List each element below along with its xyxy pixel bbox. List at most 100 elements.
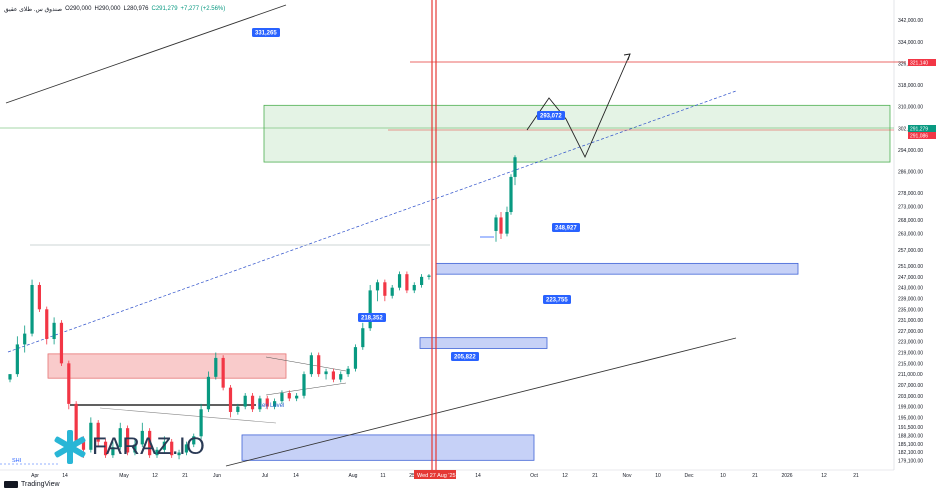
candle-body xyxy=(52,322,56,340)
ohlc-low: L280,976 xyxy=(123,6,149,12)
candle-body xyxy=(206,376,211,410)
candle-body xyxy=(199,409,203,437)
y-tick-label: 179,100.00 xyxy=(898,458,923,464)
candle xyxy=(206,371,211,412)
y-tick-label: 310,000.00 xyxy=(898,105,923,111)
candle-body xyxy=(148,430,152,456)
y-tick-label: 215,000.00 xyxy=(898,361,923,367)
current-price-badge xyxy=(908,125,936,132)
candle-body xyxy=(390,287,394,296)
candle-body xyxy=(111,447,115,456)
x-tick-label: 21 xyxy=(752,473,758,479)
lower-channel-line xyxy=(225,337,737,467)
target-price-badge-label: 321,140 xyxy=(910,61,928,67)
y-tick-label: 219,000.00 xyxy=(898,351,923,357)
price-annotation[interactable]: 293,072 xyxy=(537,111,565,120)
brand-name: FARAZ.IO xyxy=(92,433,206,460)
target-zone xyxy=(263,104,891,163)
x-tick-label: 12 xyxy=(821,473,827,479)
y-tick-label: 342,000.00 xyxy=(898,18,923,24)
candle-body xyxy=(346,368,350,375)
y-tick-label: 243,000.00 xyxy=(898,286,923,292)
candle xyxy=(111,441,115,458)
faraz-logo-icon xyxy=(54,430,86,464)
annotation-labels-layer: 331,265 293,072 248,927 223,755 218,352 205,8… xyxy=(252,28,580,361)
y-tick-label: 251,000.00 xyxy=(898,264,923,270)
candle xyxy=(177,449,181,460)
price-annotation[interactable]: 331,265 xyxy=(252,28,280,37)
price-annotation[interactable]: 248,927 xyxy=(552,223,580,232)
candle xyxy=(265,395,269,410)
candle-body xyxy=(494,217,498,231)
time-axis: Apr 14 May 12 21 Jun Jul 14 Aug 11 25 14 Oct 12 21 Nov 1… xyxy=(31,473,859,479)
tradingview-footer[interactable]: TradingView xyxy=(4,481,60,488)
price-annotation[interactable]: 218,352 xyxy=(358,313,386,322)
projection-arrowhead xyxy=(623,53,631,61)
annotation-badge xyxy=(252,28,280,37)
y-tick-label: 191,500.00 xyxy=(898,425,923,431)
candle xyxy=(221,355,225,391)
candle-body xyxy=(103,441,108,456)
candle-body xyxy=(67,363,71,404)
candle xyxy=(494,214,498,242)
candle xyxy=(59,320,64,367)
y-tick-label: 185,100.00 xyxy=(898,442,923,448)
candle xyxy=(30,279,34,337)
candle xyxy=(273,398,277,410)
price-annotation[interactable]: 223,755 xyxy=(543,295,571,304)
candle-body xyxy=(74,403,78,442)
candle-body xyxy=(243,395,247,407)
candle-body xyxy=(280,393,284,402)
annotation-label: 331,265 xyxy=(255,31,277,37)
y-tick-label: 286,000.00 xyxy=(898,170,923,176)
x-tick-label: Dec xyxy=(685,473,694,479)
candle xyxy=(37,282,41,312)
candle xyxy=(89,417,93,453)
demand-zone-2 xyxy=(419,337,548,349)
x-tick-label: 10 xyxy=(655,473,661,479)
demand-zone-3 xyxy=(241,434,535,461)
candle xyxy=(339,371,343,383)
ohlc-change: +7,277 (+2.56%) xyxy=(180,6,226,12)
symbol-name[interactable]: صندوق س. طلای عقیق xyxy=(4,6,63,13)
candle-body xyxy=(214,357,218,377)
candle-body xyxy=(221,357,225,388)
candle xyxy=(250,393,255,412)
candle xyxy=(317,352,321,377)
candle xyxy=(295,393,299,402)
candle xyxy=(505,206,509,237)
candle xyxy=(45,306,49,345)
price-annotation[interactable]: 205,822 xyxy=(451,352,479,361)
candle-body xyxy=(412,284,416,291)
candle xyxy=(383,279,387,302)
y-tick-label: 231,000.00 xyxy=(898,318,923,324)
candle-body xyxy=(81,441,86,450)
candle xyxy=(390,284,394,299)
candle xyxy=(228,384,233,418)
x-tick-label: May xyxy=(119,473,129,479)
y-tick-label: 188,300.00 xyxy=(898,433,923,439)
candle-body xyxy=(170,441,174,456)
x-tick-label: Apr xyxy=(31,473,39,479)
candle xyxy=(192,433,196,448)
candle xyxy=(427,274,431,280)
candle xyxy=(287,390,291,402)
candle xyxy=(148,428,152,458)
x-tick-label: Oct xyxy=(530,473,538,479)
candle-body xyxy=(420,276,424,285)
annotation-badge xyxy=(543,295,571,304)
x-tick-label: Jun xyxy=(213,473,221,479)
x-tick-label: 14 xyxy=(62,473,68,479)
current-price-badge-label-2: 291,086 xyxy=(910,134,928,140)
candle-body xyxy=(331,371,335,380)
annotation-label: 218,352 xyxy=(361,316,383,322)
candle xyxy=(15,336,19,377)
symbol-header: صندوق س. طلای عقیق O290,000 H290,000 L28… xyxy=(4,3,225,15)
candle-body xyxy=(23,333,27,345)
candle xyxy=(74,401,78,448)
tradingview-icon xyxy=(4,481,18,488)
candle xyxy=(140,422,144,448)
